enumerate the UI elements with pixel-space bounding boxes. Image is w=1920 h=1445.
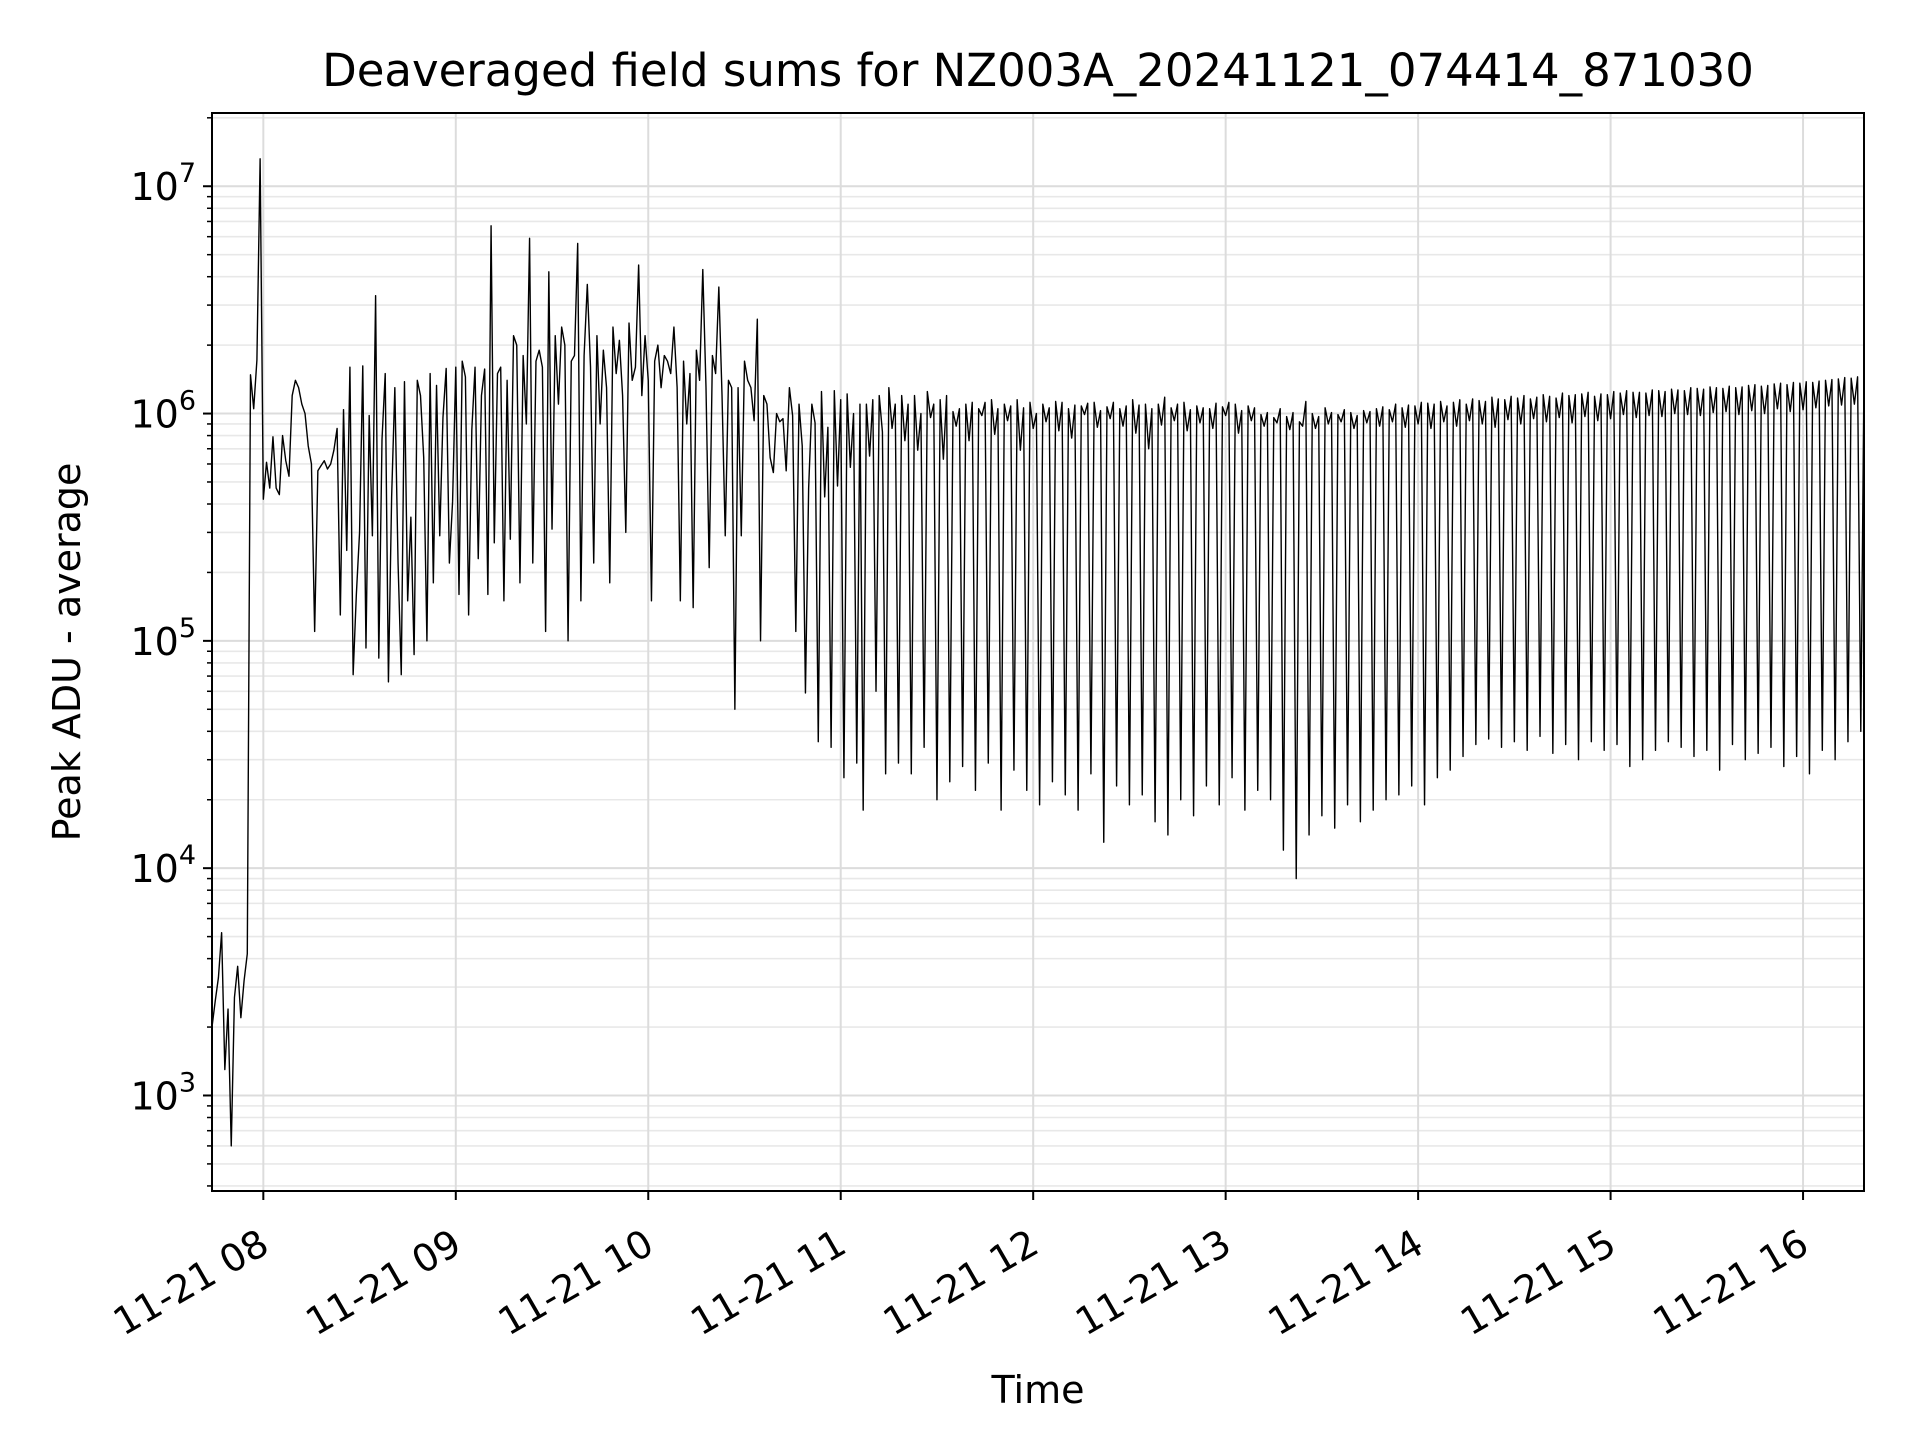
y-tick-label: 107: [130, 158, 196, 209]
y-tick-label: 103: [130, 1067, 196, 1118]
series-line: [212, 158, 1864, 1147]
y-axis-label: Peak ADU - average: [45, 463, 89, 842]
chart-title: Deaveraged field sums for NZ003A_2024112…: [322, 44, 1754, 97]
x-axis-label: Time: [991, 1368, 1085, 1412]
series-layer: [212, 158, 1864, 1147]
y-tick-label: 104: [130, 840, 196, 891]
y-tick-label: 105: [130, 613, 196, 664]
y-tick-label: 106: [130, 386, 196, 437]
